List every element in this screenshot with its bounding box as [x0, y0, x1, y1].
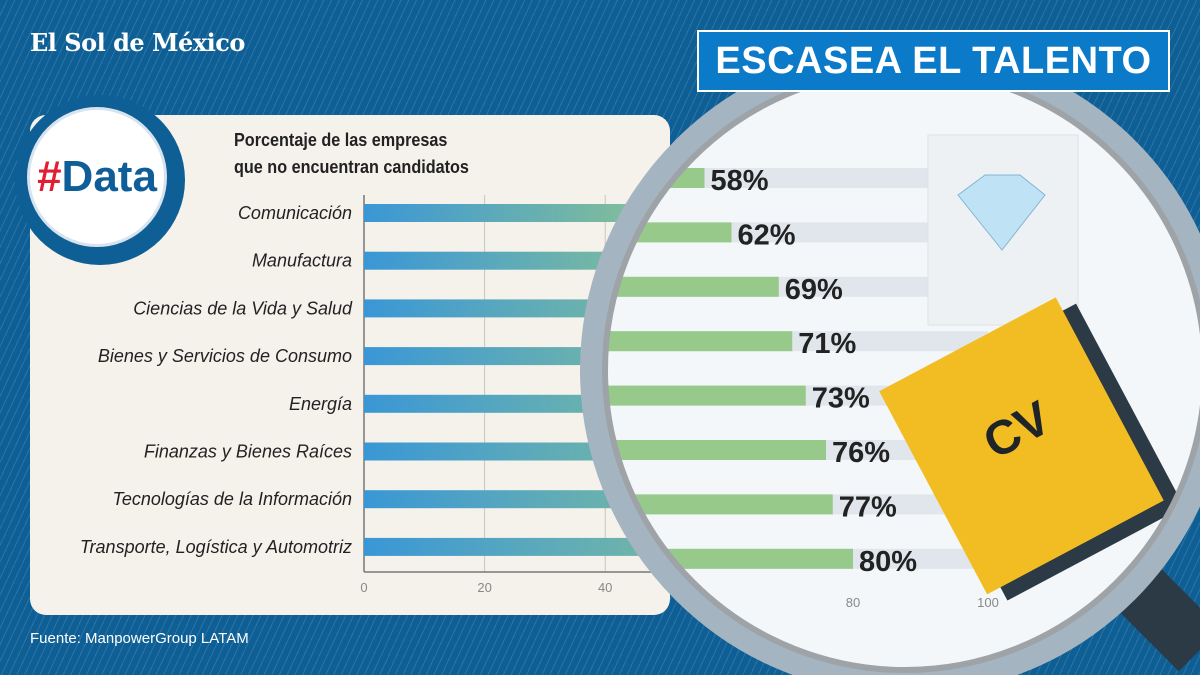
category-label: Comunicación — [238, 203, 352, 223]
header-title: ESCASEA EL TALENTO — [697, 30, 1170, 92]
chart-title-line: que no encuentran candidatos — [234, 157, 469, 177]
bar-magnified — [607, 222, 732, 243]
category-label: Transporte, Logística y Automotriz — [80, 537, 352, 557]
category-label: Manufactura — [252, 251, 352, 271]
x-tick-label: 0 — [360, 580, 367, 595]
bar-magnified — [607, 276, 779, 297]
badge-word: Data — [61, 152, 157, 201]
category-label: Ciencias de la Vida y Salud — [133, 298, 353, 318]
x-tick-label-magnified: 100 — [977, 595, 999, 610]
bar-magnified — [607, 385, 806, 406]
value-label: 71% — [798, 328, 856, 360]
x-tick-label: 40 — [598, 580, 612, 595]
bar-magnified — [607, 331, 793, 352]
x-tick-label-magnified: 80 — [846, 595, 860, 610]
chart-title-line: Porcentaje de las empresas — [234, 130, 448, 150]
bar-magnified — [607, 494, 833, 515]
value-label: 62% — [738, 219, 796, 251]
chart-title: Porcentaje de las empresas que no encuen… — [234, 127, 469, 181]
value-label: 69% — [785, 274, 843, 306]
category-label: Tecnologías de la Información — [113, 489, 352, 509]
data-badge: # Data — [15, 95, 185, 265]
value-label: 80% — [859, 546, 917, 578]
category-label: Bienes y Servicios de Consumo — [98, 346, 352, 366]
cv-folder-front — [879, 297, 1164, 595]
diamond-icon — [957, 174, 1046, 251]
category-label: Energía — [289, 394, 352, 414]
category-label: Finanzas y Bienes Raíces — [144, 442, 352, 462]
value-label: 73% — [812, 383, 870, 415]
value-label: 58% — [711, 165, 769, 197]
value-label: 77% — [839, 491, 897, 523]
brand-logo: El Sol de México — [30, 28, 245, 57]
badge-hash: # — [37, 152, 62, 201]
x-tick-label: 20 — [477, 580, 491, 595]
value-label: 76% — [832, 437, 890, 469]
cv-folder-icon: CV — [879, 297, 1185, 601]
source-note: Fuente: ManpowerGroup LATAM — [30, 630, 249, 647]
bar-magnified — [607, 440, 826, 460]
